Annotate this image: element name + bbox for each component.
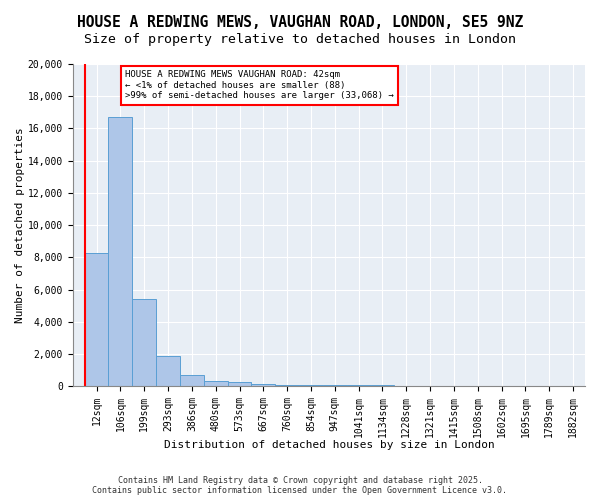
Bar	[227, 382, 251, 386]
Bar	[85, 252, 109, 386]
Bar	[156, 356, 180, 386]
Bar	[347, 385, 371, 386]
Bar	[275, 385, 299, 386]
Bar	[180, 375, 204, 386]
Text: Contains HM Land Registry data © Crown copyright and database right 2025.
Contai: Contains HM Land Registry data © Crown c…	[92, 476, 508, 495]
Bar	[323, 385, 347, 386]
Y-axis label: Number of detached properties: Number of detached properties	[15, 128, 25, 323]
Bar	[133, 300, 156, 386]
Bar	[109, 117, 133, 386]
Bar	[251, 384, 275, 386]
X-axis label: Distribution of detached houses by size in London: Distribution of detached houses by size …	[163, 440, 494, 450]
Text: Size of property relative to detached houses in London: Size of property relative to detached ho…	[84, 32, 516, 46]
Bar	[299, 385, 323, 386]
Bar	[204, 380, 227, 386]
Text: HOUSE A REDWING MEWS, VAUGHAN ROAD, LONDON, SE5 9NZ: HOUSE A REDWING MEWS, VAUGHAN ROAD, LOND…	[77, 15, 523, 30]
Text: HOUSE A REDWING MEWS VAUGHAN ROAD: 42sqm
← <1% of detached houses are smaller (8: HOUSE A REDWING MEWS VAUGHAN ROAD: 42sqm…	[125, 70, 394, 100]
